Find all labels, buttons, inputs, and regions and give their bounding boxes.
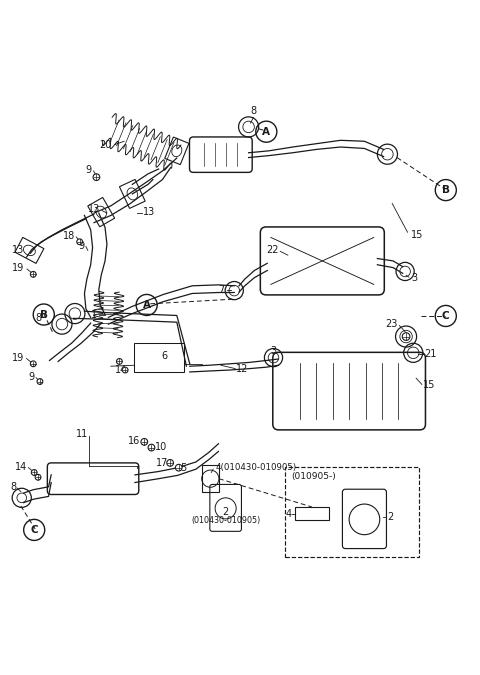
Circle shape: [402, 333, 410, 340]
Text: 15: 15: [411, 230, 424, 240]
Text: 2: 2: [223, 507, 229, 517]
Text: 13: 13: [12, 246, 24, 255]
Circle shape: [31, 470, 37, 475]
Circle shape: [148, 444, 155, 451]
Text: 8: 8: [10, 483, 16, 492]
Text: 4: 4: [286, 509, 292, 518]
Text: 21: 21: [424, 349, 436, 359]
Circle shape: [30, 271, 36, 277]
Text: A: A: [263, 127, 270, 137]
Text: 6: 6: [161, 351, 168, 360]
Text: C: C: [30, 525, 38, 535]
Text: 19: 19: [12, 263, 24, 273]
Bar: [286, 466, 420, 557]
Text: 3: 3: [270, 346, 276, 356]
Text: 9: 9: [28, 372, 34, 382]
Circle shape: [93, 174, 100, 180]
Text: 22: 22: [267, 246, 279, 255]
Circle shape: [117, 358, 122, 364]
Text: 13: 13: [144, 207, 156, 217]
Text: 10: 10: [155, 441, 167, 452]
Circle shape: [77, 239, 83, 244]
Text: 1: 1: [91, 310, 97, 319]
Circle shape: [167, 460, 173, 466]
Text: C: C: [442, 311, 450, 321]
Text: 14: 14: [115, 365, 128, 375]
Circle shape: [37, 379, 43, 384]
Circle shape: [175, 464, 182, 471]
Text: 9: 9: [85, 165, 92, 175]
Text: 17: 17: [156, 458, 168, 468]
Text: B: B: [442, 185, 450, 195]
Bar: [295, 507, 328, 520]
Text: 7: 7: [218, 285, 225, 295]
Circle shape: [141, 439, 148, 446]
Text: 13: 13: [88, 205, 100, 214]
Circle shape: [30, 361, 36, 367]
Circle shape: [122, 367, 128, 373]
Text: 19: 19: [12, 352, 24, 362]
Text: 8: 8: [36, 313, 42, 323]
Circle shape: [35, 475, 41, 480]
Text: 16: 16: [128, 436, 141, 446]
Text: 8: 8: [251, 106, 256, 116]
Text: A: A: [143, 300, 151, 310]
Text: (010430-010905): (010430-010905): [191, 516, 260, 525]
Text: 15: 15: [423, 380, 435, 390]
Text: 11: 11: [75, 429, 88, 439]
Text: 3: 3: [411, 273, 418, 283]
Text: 4(010430-010905): 4(010430-010905): [215, 463, 296, 472]
Text: 2: 2: [387, 512, 394, 522]
Text: 14: 14: [15, 462, 27, 472]
Text: 23: 23: [385, 319, 398, 329]
Text: 18: 18: [62, 231, 75, 241]
Text: 5: 5: [180, 462, 186, 472]
Bar: [134, 344, 184, 372]
Text: 12: 12: [236, 364, 249, 373]
Text: 20: 20: [99, 140, 112, 150]
Text: 9: 9: [78, 240, 84, 250]
Text: (010905-): (010905-): [291, 472, 336, 481]
Bar: [202, 465, 219, 492]
Text: B: B: [40, 310, 48, 319]
